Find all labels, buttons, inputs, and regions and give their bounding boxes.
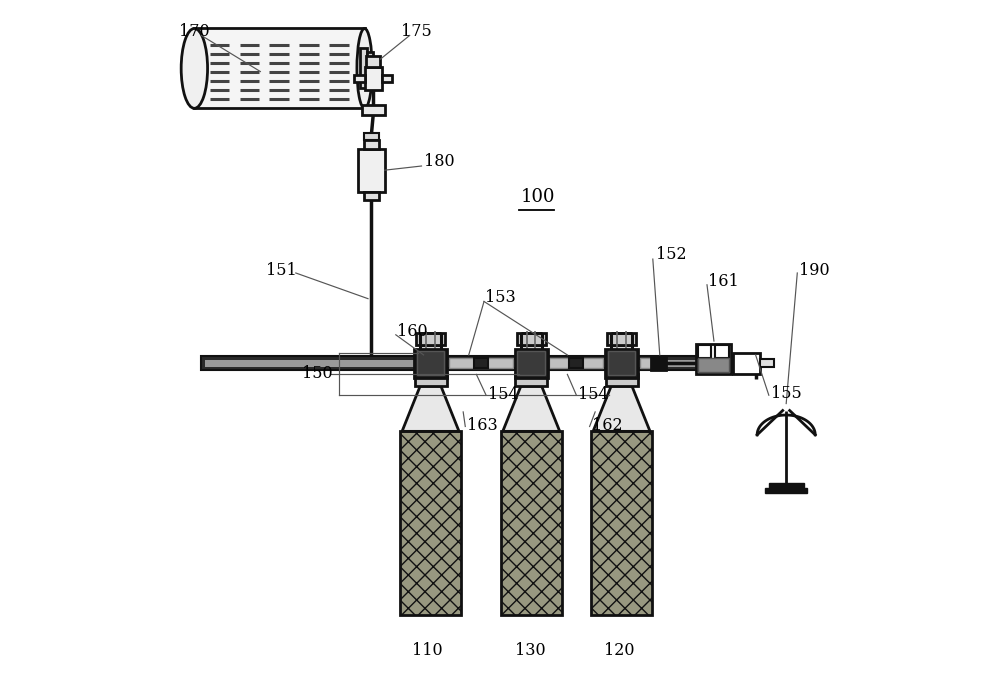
- Text: 161: 161: [708, 273, 739, 290]
- Ellipse shape: [357, 29, 372, 109]
- Bar: [515, 374, 547, 386]
- Bar: [364, 141, 379, 149]
- Text: 175: 175: [401, 23, 432, 40]
- Bar: [760, 359, 774, 367]
- Bar: [769, 484, 804, 489]
- Bar: [608, 351, 635, 375]
- Text: 120: 120: [604, 642, 635, 658]
- Text: 153: 153: [485, 290, 516, 306]
- Text: 180: 180: [424, 153, 454, 171]
- Bar: [698, 358, 729, 372]
- Bar: [517, 351, 545, 375]
- Bar: [607, 333, 636, 345]
- Text: 163: 163: [467, 418, 498, 434]
- Bar: [364, 134, 379, 141]
- Bar: [360, 49, 367, 88]
- Bar: [358, 149, 385, 191]
- Bar: [415, 374, 447, 386]
- Bar: [366, 56, 380, 68]
- Polygon shape: [402, 386, 459, 432]
- Text: 130: 130: [515, 642, 546, 658]
- Bar: [733, 353, 760, 374]
- Text: 152: 152: [656, 246, 686, 263]
- Polygon shape: [593, 386, 650, 432]
- Polygon shape: [503, 386, 560, 432]
- Ellipse shape: [181, 29, 208, 109]
- Bar: [715, 345, 729, 358]
- Bar: [365, 68, 382, 90]
- Bar: [640, 358, 659, 368]
- Bar: [605, 349, 638, 378]
- Text: 100: 100: [521, 188, 555, 205]
- Text: 110: 110: [412, 642, 442, 658]
- Bar: [606, 374, 638, 386]
- Bar: [611, 345, 632, 374]
- Bar: [205, 360, 742, 367]
- Bar: [382, 75, 392, 82]
- Bar: [367, 52, 373, 84]
- Text: 151: 151: [266, 262, 297, 278]
- Bar: [517, 333, 546, 345]
- Bar: [362, 105, 385, 115]
- Bar: [591, 432, 652, 615]
- Bar: [765, 489, 807, 493]
- Bar: [449, 358, 513, 368]
- Text: 154: 154: [488, 386, 519, 403]
- Text: 160: 160: [397, 323, 428, 340]
- Bar: [400, 432, 461, 615]
- Bar: [569, 358, 583, 368]
- Text: 154: 154: [578, 386, 609, 403]
- Bar: [474, 358, 488, 368]
- Bar: [698, 345, 711, 358]
- Bar: [420, 345, 441, 374]
- Bar: [201, 356, 747, 370]
- Bar: [501, 432, 562, 615]
- Bar: [696, 344, 731, 374]
- Text: 162: 162: [592, 418, 622, 434]
- Bar: [515, 349, 548, 378]
- Bar: [549, 358, 603, 368]
- Text: 170: 170: [179, 23, 210, 40]
- Text: 190: 190: [799, 262, 830, 278]
- Bar: [521, 345, 542, 374]
- Text: 150: 150: [302, 365, 333, 382]
- Text: 155: 155: [771, 385, 802, 402]
- Bar: [417, 351, 444, 375]
- Bar: [651, 357, 666, 370]
- Bar: [414, 349, 447, 378]
- Bar: [416, 333, 445, 345]
- Bar: [364, 191, 379, 200]
- Bar: [354, 75, 365, 82]
- Bar: [194, 29, 365, 109]
